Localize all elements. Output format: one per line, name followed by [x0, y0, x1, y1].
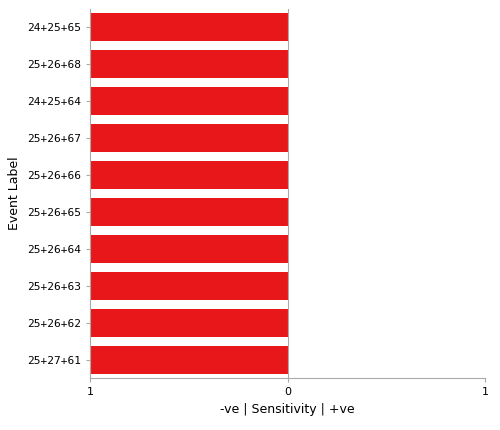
Bar [90, 161, 288, 189]
Bar [90, 309, 288, 337]
X-axis label: -ve | Sensitivity | +ve: -ve | Sensitivity | +ve [220, 403, 355, 416]
Bar [90, 198, 288, 226]
Bar [90, 50, 288, 78]
Bar [90, 124, 288, 152]
Y-axis label: Event Label: Event Label [8, 157, 22, 230]
Bar [90, 87, 288, 115]
Bar [90, 346, 288, 374]
Bar [90, 13, 288, 41]
Bar [90, 272, 288, 300]
Bar [90, 235, 288, 263]
